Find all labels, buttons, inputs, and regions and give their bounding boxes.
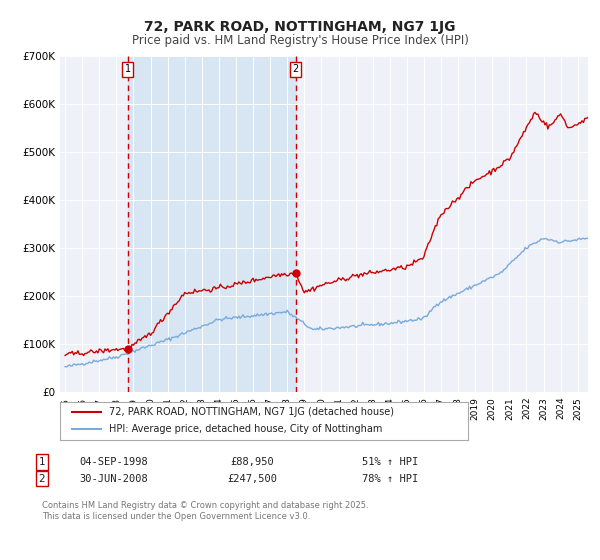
Text: 1: 1 — [125, 64, 131, 74]
Text: 72, PARK ROAD, NOTTINGHAM, NG7 1JG: 72, PARK ROAD, NOTTINGHAM, NG7 1JG — [144, 20, 456, 34]
Text: 04-SEP-1998: 04-SEP-1998 — [80, 457, 148, 467]
Text: 2: 2 — [38, 474, 46, 484]
Text: 78% ↑ HPI: 78% ↑ HPI — [362, 474, 418, 484]
Text: £247,500: £247,500 — [227, 474, 277, 484]
Text: Price paid vs. HM Land Registry's House Price Index (HPI): Price paid vs. HM Land Registry's House … — [131, 34, 469, 46]
Text: 30-JUN-2008: 30-JUN-2008 — [80, 474, 148, 484]
Text: 2: 2 — [293, 64, 299, 74]
Text: £88,950: £88,950 — [230, 457, 274, 467]
Text: Contains HM Land Registry data © Crown copyright and database right 2025.
This d: Contains HM Land Registry data © Crown c… — [42, 501, 368, 521]
Bar — [128, 56, 296, 392]
Text: 51% ↑ HPI: 51% ↑ HPI — [362, 457, 418, 467]
Text: 1: 1 — [38, 457, 46, 467]
Text: 72, PARK ROAD, NOTTINGHAM, NG7 1JG (detached house): 72, PARK ROAD, NOTTINGHAM, NG7 1JG (deta… — [109, 407, 394, 417]
Text: HPI: Average price, detached house, City of Nottingham: HPI: Average price, detached house, City… — [109, 424, 382, 434]
